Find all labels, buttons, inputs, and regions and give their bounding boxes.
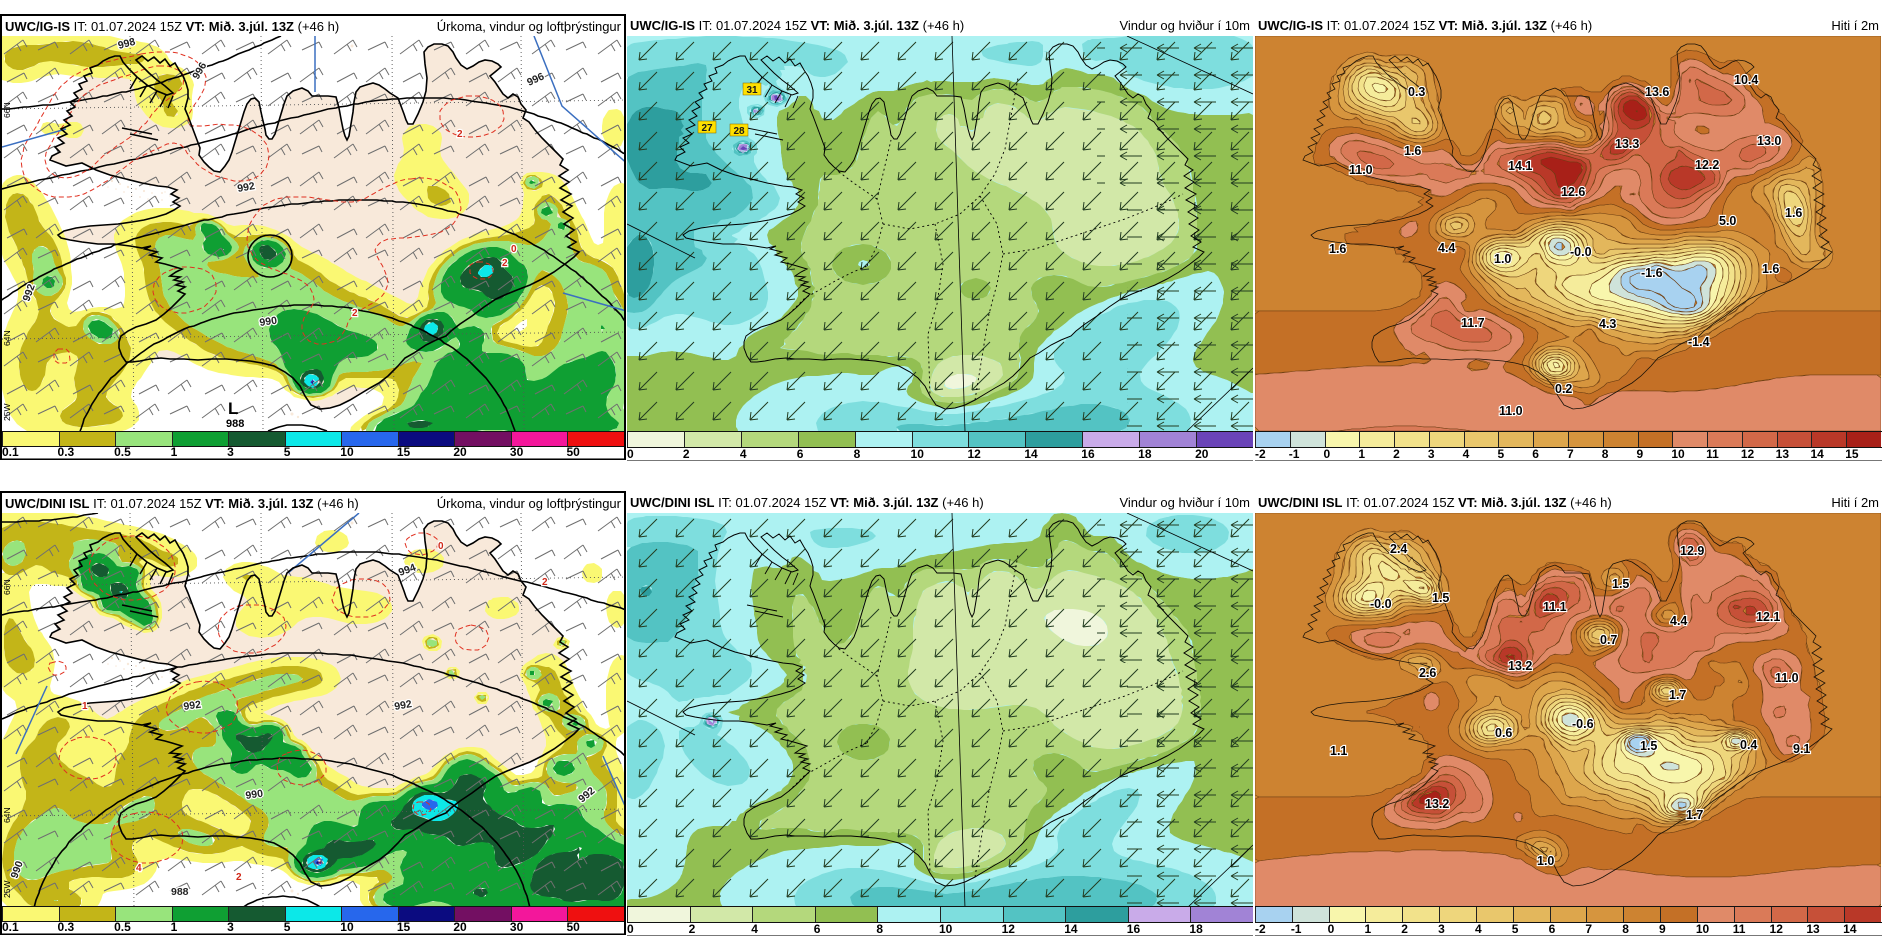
svg-text:66N: 66N — [2, 102, 12, 118]
svg-text:66N: 66N — [2, 579, 12, 595]
svg-text:990: 990 — [245, 788, 264, 802]
svg-text:988: 988 — [171, 886, 189, 898]
svg-text:1.7: 1.7 — [1669, 688, 1686, 702]
svg-text:64N: 64N — [623, 318, 624, 334]
svg-text:-0.0: -0.0 — [1370, 597, 1392, 611]
svg-text:-0.0: -0.0 — [1570, 245, 1592, 259]
svg-text:25W: 25W — [2, 404, 12, 421]
svg-text:11.0: 11.0 — [1499, 404, 1523, 418]
svg-text:4.4: 4.4 — [1670, 614, 1687, 628]
svg-text:990: 990 — [259, 315, 278, 329]
svg-text:2.4: 2.4 — [1390, 542, 1407, 556]
svg-text:2: 2 — [236, 872, 242, 883]
svg-text:1.5: 1.5 — [1612, 577, 1629, 591]
svg-text:11.0: 11.0 — [1349, 163, 1373, 177]
svg-text:992: 992 — [183, 699, 202, 713]
svg-text:2: 2 — [352, 308, 358, 319]
svg-text:12.1: 12.1 — [1756, 610, 1780, 624]
svg-text:0: 0 — [438, 541, 444, 552]
svg-text:1.6: 1.6 — [1404, 144, 1421, 158]
svg-text:25W: 25W — [2, 881, 12, 898]
svg-text:11.1: 11.1 — [1543, 600, 1567, 614]
svg-text:1.5: 1.5 — [1432, 591, 1449, 605]
svg-text:1.6: 1.6 — [1329, 242, 1346, 256]
svg-text:1.6: 1.6 — [1785, 206, 1802, 220]
svg-text:13.0: 13.0 — [1757, 134, 1781, 148]
svg-text:4: 4 — [136, 863, 142, 874]
svg-text:13.6: 13.6 — [1645, 85, 1669, 99]
svg-text:2.6: 2.6 — [1419, 666, 1436, 680]
svg-text:0.7: 0.7 — [1600, 633, 1617, 647]
svg-text:5.0: 5.0 — [1719, 214, 1736, 228]
svg-text:4.4: 4.4 — [1438, 241, 1455, 255]
svg-text:-0.6: -0.6 — [1572, 717, 1594, 731]
svg-text:64N: 64N — [2, 330, 12, 346]
svg-text:13.3: 13.3 — [1615, 137, 1639, 151]
svg-text:992: 992 — [393, 698, 412, 713]
svg-text:1.5: 1.5 — [1640, 739, 1657, 753]
svg-text:13.2: 13.2 — [1425, 797, 1449, 811]
svg-text:992: 992 — [236, 180, 255, 195]
svg-text:0: 0 — [511, 244, 517, 255]
svg-text:13.2: 13.2 — [1508, 659, 1532, 673]
svg-text:1.1: 1.1 — [1330, 744, 1347, 758]
svg-text:66N: 66N — [623, 88, 624, 104]
svg-text:-1.4: -1.4 — [1688, 335, 1710, 349]
svg-text:11.7: 11.7 — [1461, 316, 1485, 330]
svg-text:27: 27 — [701, 123, 713, 134]
svg-text:0.4: 0.4 — [1740, 738, 1757, 752]
svg-text:66N: 66N — [623, 565, 624, 581]
svg-text:12.9: 12.9 — [1680, 544, 1704, 558]
svg-text:1.6: 1.6 — [1762, 262, 1779, 276]
svg-text:2: 2 — [502, 258, 508, 269]
svg-text:9.1: 9.1 — [1793, 742, 1810, 756]
svg-text:1.0: 1.0 — [1494, 252, 1511, 266]
svg-text:0.6: 0.6 — [1495, 726, 1512, 740]
svg-text:10.4: 10.4 — [1734, 73, 1758, 87]
svg-text:11.0: 11.0 — [1775, 671, 1799, 685]
svg-text:12.2: 12.2 — [1695, 158, 1719, 172]
svg-text:12.6: 12.6 — [1561, 185, 1585, 199]
svg-text:1: 1 — [82, 701, 88, 712]
svg-text:-1.6: -1.6 — [1641, 266, 1663, 280]
svg-text:2: 2 — [457, 129, 463, 140]
svg-text:2: 2 — [542, 577, 548, 588]
svg-text:0.3: 0.3 — [1408, 85, 1425, 99]
svg-text:992: 992 — [21, 282, 38, 303]
svg-text:1.0: 1.0 — [1537, 854, 1554, 868]
svg-text:31: 31 — [746, 85, 758, 96]
svg-text:L: L — [228, 399, 238, 418]
svg-text:1.7: 1.7 — [1686, 808, 1703, 822]
svg-text:14.1: 14.1 — [1508, 159, 1532, 173]
svg-text:4.3: 4.3 — [1599, 317, 1616, 331]
svg-text:988: 988 — [226, 418, 244, 430]
svg-text:64N: 64N — [2, 807, 12, 823]
svg-text:28: 28 — [733, 126, 745, 137]
svg-text:0.2: 0.2 — [1555, 382, 1572, 396]
